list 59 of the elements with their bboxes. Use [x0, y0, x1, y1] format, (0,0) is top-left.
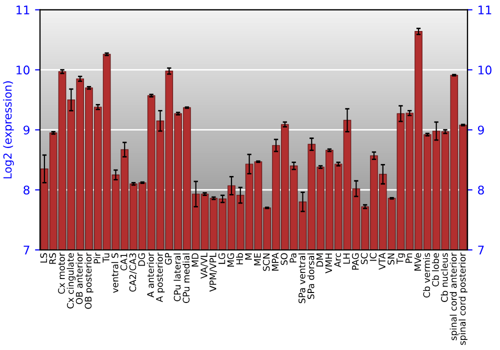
y2-tick-label: 11	[478, 6, 492, 14]
x-tick-label: Cb lobe	[432, 253, 439, 286]
x-tick-label: SC	[360, 253, 368, 264]
x-tick-label: VMH	[325, 254, 332, 274]
y-tick-label: 8	[24, 186, 30, 195]
x-tick-label: ventral S	[111, 253, 118, 293]
x-tick-label: SPa dorsal	[307, 254, 314, 299]
x-tick-label: OB posterior	[84, 252, 94, 309]
x-tick-label: A anterior	[146, 252, 154, 298]
x-tick-label: MPA	[272, 252, 279, 271]
x-tick-label: Cx cingulate	[66, 253, 76, 308]
x-tick-label: Cb nucleus	[440, 253, 448, 302]
y2-tick-label: 7	[478, 246, 484, 254]
x-tick-label: A posterior	[156, 252, 165, 302]
x-tick-label: Arc	[334, 253, 341, 268]
x-tick-label: Tg	[396, 254, 406, 264]
x-tick-label: CPu lateral	[174, 254, 181, 302]
x-tick-label: LS	[40, 253, 48, 263]
x-tick-label: DG	[138, 253, 146, 266]
y2-tick-label: 8	[478, 186, 484, 195]
y-tick-label: 10	[16, 66, 30, 74]
y-tick-label: 7	[24, 246, 30, 254]
y2-tick-label: 9	[478, 126, 484, 135]
x-tick-label: VTA	[378, 252, 386, 270]
x-tick-label: Cx motor	[58, 252, 65, 294]
y2-tick-label: 10	[478, 66, 492, 74]
x-tick-label: spinal cord anterior	[450, 252, 459, 340]
x-tick-label: ME	[254, 253, 261, 266]
x-tick-label: Hb	[236, 253, 244, 264]
y-tick-label: 11	[16, 6, 30, 14]
x-tick-label: SPa ventral	[298, 254, 306, 304]
x-tick-label: CPu medial	[182, 254, 190, 303]
x-tick-label: LH	[343, 254, 350, 264]
x-tick-label: Cb vermis	[423, 253, 430, 298]
x-tick-label: CA2/CA3	[129, 253, 137, 292]
x-tick-label: OB anterior	[76, 252, 83, 304]
x-tick-label: RS	[49, 253, 56, 264]
x-tick-label: M	[245, 254, 252, 260]
x-tick-label: Pn	[406, 253, 412, 263]
x-tick-label: VPM/VPL	[210, 252, 217, 292]
x-tick-label: SCN	[262, 254, 270, 271]
y-axis-title: Log2 (expression)	[3, 81, 14, 178]
x-tick-label: GP	[164, 252, 172, 265]
x-tick-label: DM	[316, 254, 324, 267]
x-tick-label: PAG	[352, 253, 359, 270]
x-tick-label: IC	[370, 253, 377, 261]
x-tick-label: VA/VL	[200, 252, 208, 279]
x-tick-label: MVe	[414, 253, 422, 271]
x-tick-label: MG	[227, 253, 234, 267]
x-tick-label: Tu	[102, 253, 110, 263]
x-tick-label: SN	[388, 254, 394, 265]
x-tick-label: MD	[192, 253, 198, 267]
x-tick-label: Pa	[290, 253, 296, 262]
x-tick-label: LG	[218, 253, 226, 264]
x-tick-label: CA1	[120, 254, 128, 270]
x-tick-label: Pir	[94, 252, 100, 264]
x-tick-label: SO	[280, 253, 288, 265]
x-tick-label: spinal cord posterior	[458, 252, 468, 345]
y-tick-label: 9	[24, 126, 30, 135]
